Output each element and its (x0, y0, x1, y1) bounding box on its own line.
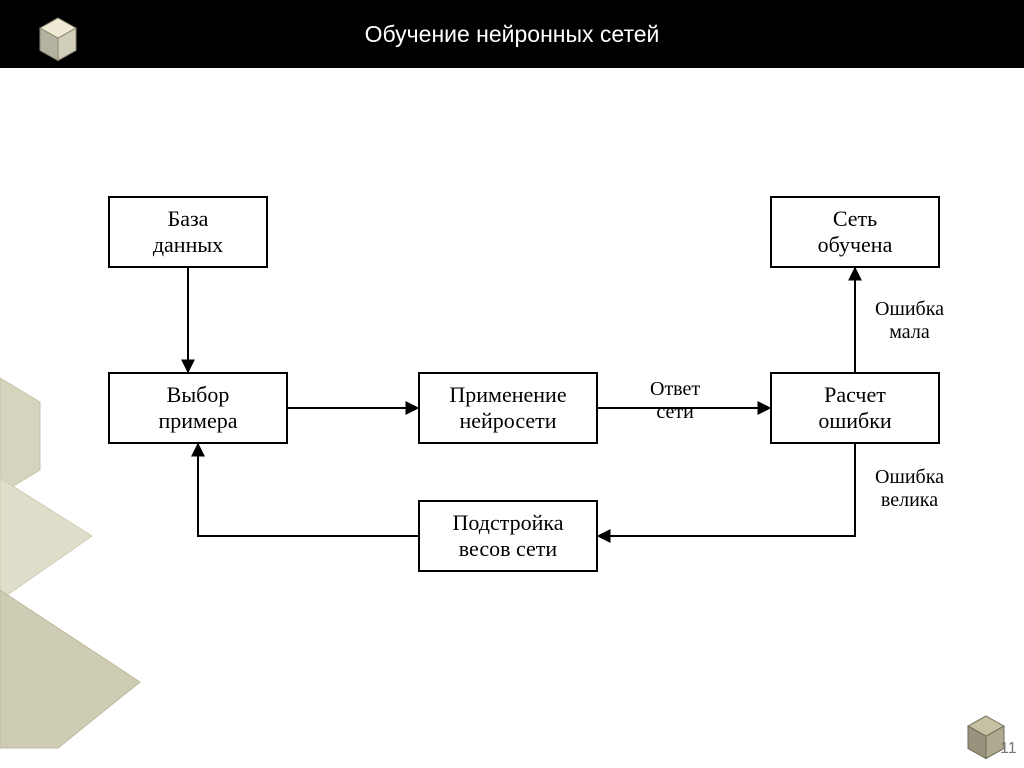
slide-title: Обучение нейронных сетей (365, 21, 660, 48)
node-db: База данных (108, 196, 268, 268)
node-select: Выбор примера (108, 372, 288, 444)
node-label: Сеть обучена (818, 206, 893, 259)
page-number: 11 (1000, 740, 1017, 758)
edge-label: Ошибка велика (875, 466, 944, 512)
node-label: База данных (153, 206, 223, 259)
slide-header: Обучение нейронных сетей (0, 0, 1024, 68)
node-calc: Расчет ошибки (770, 372, 940, 444)
node-trained: Сеть обучена (770, 196, 940, 268)
node-tune: Подстройка весов сети (418, 500, 598, 572)
cube-icon-top (30, 12, 86, 68)
edge-label: Ответ сети (650, 378, 700, 424)
node-label: Выбор примера (159, 382, 238, 435)
node-label: Подстройка весов сети (453, 510, 564, 563)
node-label: Применение нейросети (449, 382, 566, 435)
node-apply: Применение нейросети (418, 372, 598, 444)
node-label: Расчет ошибки (818, 382, 891, 435)
edge-label: Ошибка мала (875, 298, 944, 344)
